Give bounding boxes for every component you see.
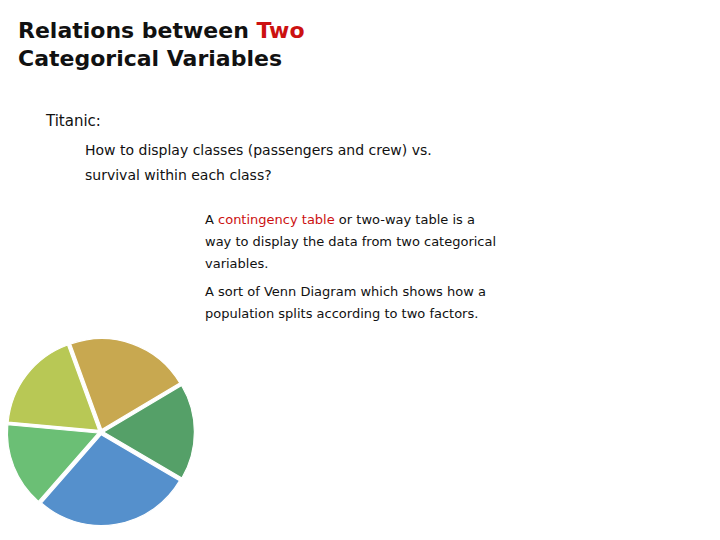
svg-text:Titanic:: Titanic: [45,112,101,130]
svg-text:How to display classes (passen: How to display classes (passengers and c… [85,142,432,158]
svg-text:A sort of Venn Diagram which s: A sort of Venn Diagram which shows how a [205,284,486,299]
svg-text:Relations between TwoCategoric: Relations between TwoCategorical Variabl… [18,18,305,72]
svg-text:variables.: variables. [205,256,268,271]
svg-text:population splits according to: population splits according to two facto… [205,306,478,321]
svg-text:survival within each class?: survival within each class? [85,167,272,183]
svg-text:A contingency table or two-way: A contingency table or two-way table is … [205,212,475,227]
svg-text:way to display the data from t: way to display the data from two categor… [205,234,496,249]
